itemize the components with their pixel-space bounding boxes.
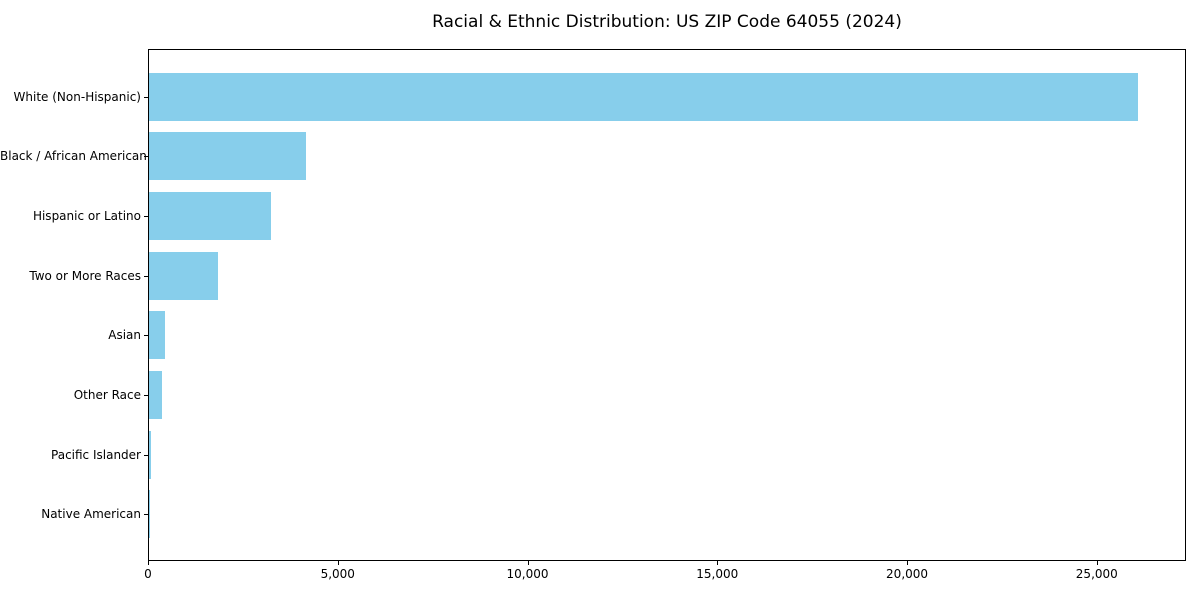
x-tick-label: 5,000 bbox=[320, 567, 355, 581]
y-tick-mark bbox=[144, 454, 148, 456]
y-axis-label: Hispanic or Latino bbox=[32, 208, 141, 223]
y-tick-mark bbox=[144, 96, 148, 98]
bar-hispanic-or-latino bbox=[149, 191, 271, 240]
bar-black-african-american bbox=[149, 132, 307, 181]
chart-title: Racial & Ethnic Distribution: US ZIP Cod… bbox=[432, 12, 902, 32]
y-axis-label: White (Non-Hispanic) bbox=[13, 89, 141, 104]
y-axis-label: Two or More Races bbox=[29, 268, 141, 283]
x-tick-label: 25,000 bbox=[1075, 567, 1118, 581]
x-tick-label: 10,000 bbox=[506, 567, 549, 581]
x-tick-mark bbox=[527, 561, 529, 565]
y-tick-mark bbox=[144, 335, 148, 337]
x-tick-label: 15,000 bbox=[696, 567, 739, 581]
x-tick-mark bbox=[717, 561, 719, 565]
x-tick-mark bbox=[1096, 561, 1098, 565]
bar-white-non-hispanic bbox=[149, 72, 1138, 121]
plot-area bbox=[148, 49, 1186, 561]
y-tick-mark bbox=[144, 275, 148, 277]
y-axis-label: Pacific Islander bbox=[51, 447, 141, 462]
bar-native-american bbox=[149, 490, 150, 539]
y-tick-mark bbox=[144, 514, 148, 516]
bar-asian bbox=[149, 311, 165, 360]
bar-two-or-more-races bbox=[149, 251, 219, 300]
bar-pacific-islander bbox=[149, 430, 151, 479]
y-tick-mark bbox=[144, 395, 148, 396]
x-tick-label: 0 bbox=[144, 567, 152, 581]
x-tick-label: 20,000 bbox=[886, 567, 929, 581]
y-axis-label: Native American bbox=[41, 507, 141, 522]
bar-other-race bbox=[149, 371, 163, 419]
y-tick-mark bbox=[144, 215, 148, 217]
x-tick-mark bbox=[337, 561, 339, 565]
y-axis-label: Other Race bbox=[73, 388, 141, 402]
y-tick-mark bbox=[144, 156, 148, 158]
x-tick-mark bbox=[907, 561, 909, 565]
y-axis-label: Asian bbox=[108, 328, 141, 343]
y-axis-label: Black / African American bbox=[0, 149, 147, 164]
x-tick-mark bbox=[148, 561, 149, 565]
